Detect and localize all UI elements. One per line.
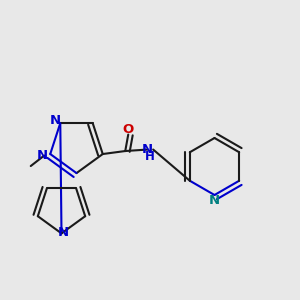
Text: N: N <box>209 194 220 207</box>
Text: O: O <box>123 123 134 136</box>
Text: N: N <box>57 226 69 239</box>
Text: N: N <box>142 143 153 156</box>
Text: H: H <box>145 150 155 163</box>
Text: N: N <box>37 149 48 162</box>
Text: N: N <box>50 114 61 127</box>
